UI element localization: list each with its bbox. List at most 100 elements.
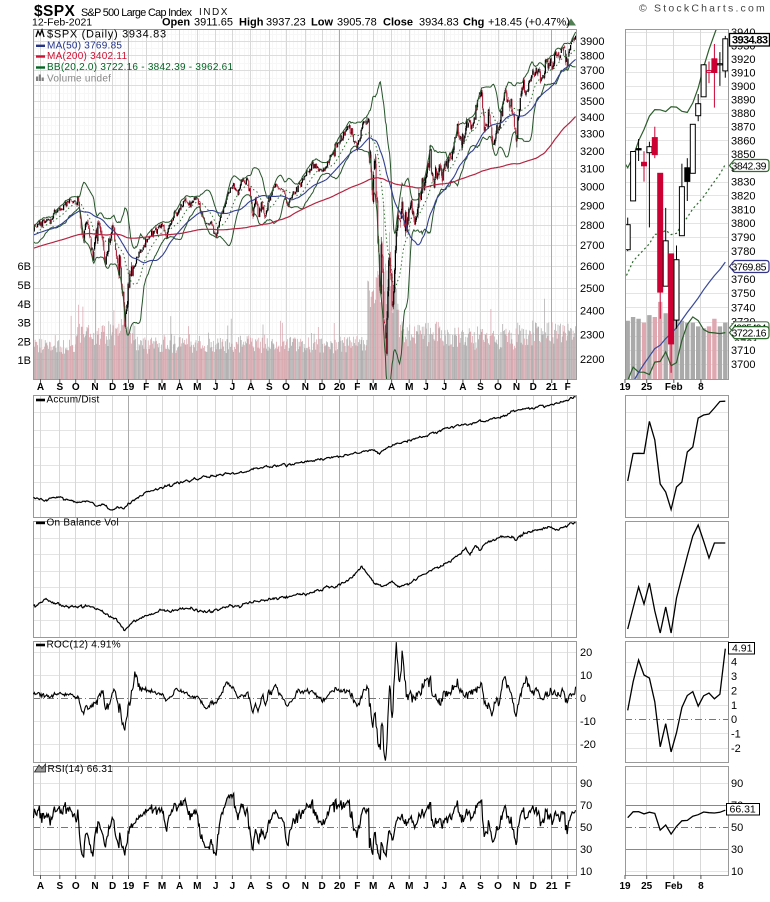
svg-text:5B: 5B <box>18 280 31 292</box>
svg-text:Open: Open <box>162 17 190 29</box>
svg-text:D: D <box>318 881 325 892</box>
svg-text:2200: 2200 <box>580 354 604 366</box>
svg-text:M: M <box>193 382 201 393</box>
svg-text:F: F <box>143 382 149 393</box>
svg-text:3910: 3910 <box>731 67 755 79</box>
svg-text:N: N <box>513 382 520 393</box>
svg-text:D: D <box>530 382 537 393</box>
svg-text:N: N <box>302 382 309 393</box>
svg-text:-1: -1 <box>731 728 741 740</box>
svg-text:M: M <box>369 881 377 892</box>
svg-text:F: F <box>565 881 571 892</box>
svg-text:50: 50 <box>731 822 743 834</box>
svg-text:3937.23: 3937.23 <box>266 17 306 29</box>
svg-text:O: O <box>494 382 502 393</box>
svg-text:3810: 3810 <box>731 204 755 216</box>
svg-text:Chg: Chg <box>463 17 484 29</box>
svg-text:3760: 3760 <box>731 274 755 286</box>
svg-text:3722.16: 3722.16 <box>732 328 767 340</box>
svg-text:3700: 3700 <box>731 359 755 371</box>
svg-text:1B: 1B <box>18 355 31 367</box>
svg-text:-20: -20 <box>580 739 596 751</box>
svg-text:3200: 3200 <box>580 146 604 158</box>
svg-text:-10: -10 <box>580 716 596 728</box>
svg-text:3890: 3890 <box>731 94 755 106</box>
svg-text:A: A <box>388 382 395 393</box>
svg-text:S: S <box>56 881 63 892</box>
svg-text:Accum/Dist: Accum/Dist <box>47 394 100 405</box>
svg-text:20: 20 <box>334 880 346 892</box>
svg-text:F: F <box>565 382 571 393</box>
svg-text:O: O <box>494 881 502 892</box>
svg-text:25: 25 <box>641 382 653 393</box>
svg-text:J: J <box>423 382 429 393</box>
svg-text:3911.65: 3911.65 <box>194 17 233 29</box>
svg-text:25: 25 <box>641 881 653 892</box>
svg-text:3740: 3740 <box>731 302 755 314</box>
svg-text:D: D <box>109 881 116 892</box>
svg-text:A: A <box>37 881 44 892</box>
svg-text:N: N <box>302 881 309 892</box>
svg-text:Feb: Feb <box>665 881 683 892</box>
svg-text:30: 30 <box>731 844 743 856</box>
svg-text:10: 10 <box>731 866 743 878</box>
svg-text:19: 19 <box>619 881 631 892</box>
svg-text:J: J <box>423 881 429 892</box>
svg-text:On Balance Vol: On Balance Vol <box>47 517 119 528</box>
svg-text:12-Feb-2021: 12-Feb-2021 <box>32 17 92 29</box>
svg-text:8: 8 <box>698 881 704 892</box>
svg-text:O: O <box>72 881 80 892</box>
svg-text:1: 1 <box>731 700 737 712</box>
svg-text:50: 50 <box>580 822 592 834</box>
svg-text:3800: 3800 <box>580 50 604 62</box>
svg-text:3800: 3800 <box>731 218 755 230</box>
svg-text:$SPX (Daily) 3934.83: $SPX (Daily) 3934.83 <box>47 29 167 41</box>
svg-text:J: J <box>442 382 448 393</box>
svg-text:0: 0 <box>580 693 586 705</box>
svg-text:3400: 3400 <box>580 112 604 124</box>
svg-text:O: O <box>282 382 290 393</box>
svg-text:N: N <box>91 382 98 393</box>
svg-text:Feb: Feb <box>665 382 683 393</box>
svg-text:19: 19 <box>123 880 135 892</box>
svg-text:3600: 3600 <box>580 80 604 92</box>
svg-text:2400: 2400 <box>580 306 604 318</box>
svg-text:3900: 3900 <box>580 36 604 48</box>
svg-text:MA(200) 3402.11: MA(200) 3402.11 <box>47 51 127 62</box>
svg-text:3780: 3780 <box>731 246 755 258</box>
svg-text:A: A <box>247 881 254 892</box>
svg-text:90: 90 <box>731 778 743 790</box>
svg-text:D: D <box>318 382 325 393</box>
svg-text:S: S <box>56 382 63 393</box>
svg-text:© StockCharts.com: © StockCharts.com <box>639 3 767 15</box>
svg-text:J: J <box>230 382 236 393</box>
svg-text:N: N <box>91 881 98 892</box>
svg-text:21: 21 <box>546 381 558 393</box>
svg-text:3860: 3860 <box>731 135 755 147</box>
svg-text:D: D <box>530 881 537 892</box>
svg-text:3830: 3830 <box>731 177 755 189</box>
svg-text:F: F <box>143 881 149 892</box>
svg-text:4B: 4B <box>18 299 31 311</box>
svg-text:2: 2 <box>731 685 737 697</box>
svg-text:$SPX: $SPX <box>34 3 75 20</box>
svg-text:2B: 2B <box>18 336 31 348</box>
svg-text:3934.83: 3934.83 <box>732 35 768 47</box>
svg-text:A: A <box>388 881 395 892</box>
svg-text:3790: 3790 <box>731 232 755 244</box>
svg-text:21: 21 <box>546 880 558 892</box>
svg-text:90: 90 <box>580 778 592 790</box>
svg-text:6B: 6B <box>18 261 31 273</box>
svg-text:3300: 3300 <box>580 129 604 141</box>
svg-text:3880: 3880 <box>731 108 755 120</box>
svg-text:O: O <box>282 881 290 892</box>
svg-text:0: 0 <box>731 714 737 726</box>
svg-text:2600: 2600 <box>580 261 604 273</box>
svg-text:J: J <box>442 881 448 892</box>
svg-text:3934.83: 3934.83 <box>419 17 459 29</box>
svg-text:3B: 3B <box>18 318 31 330</box>
svg-text:J: J <box>213 881 219 892</box>
svg-text:+18.45 (+0.47%): +18.45 (+0.47%) <box>488 17 570 29</box>
svg-text:10: 10 <box>580 866 592 878</box>
svg-text:4: 4 <box>731 657 737 669</box>
